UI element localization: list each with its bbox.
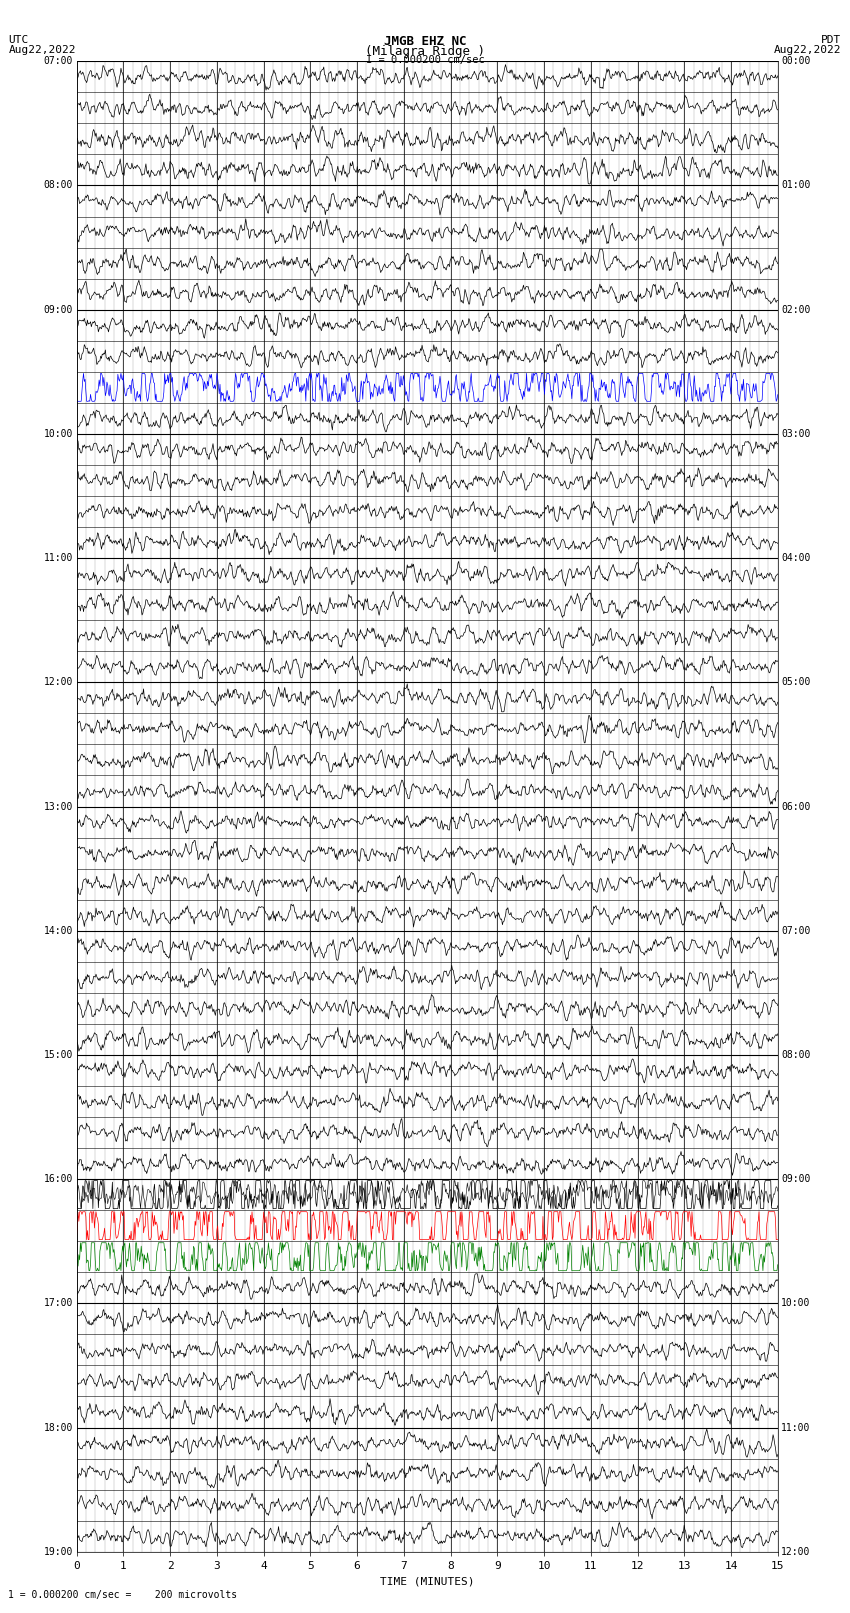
Text: 13:00: 13:00 <box>43 802 73 811</box>
Text: (Milagra Ridge ): (Milagra Ridge ) <box>365 45 485 58</box>
Text: JMGB EHZ NC: JMGB EHZ NC <box>383 35 467 48</box>
Text: 11:00: 11:00 <box>43 553 73 563</box>
Text: Aug22,2022: Aug22,2022 <box>8 45 76 55</box>
Text: 16:00: 16:00 <box>43 1174 73 1184</box>
Text: 07:00: 07:00 <box>781 926 811 936</box>
Text: 04:00: 04:00 <box>781 553 811 563</box>
X-axis label: TIME (MINUTES): TIME (MINUTES) <box>380 1576 474 1586</box>
Text: PDT: PDT <box>821 35 842 45</box>
Text: 00:00: 00:00 <box>781 56 811 66</box>
Text: 17:00: 17:00 <box>43 1298 73 1308</box>
Text: 19:00: 19:00 <box>43 1547 73 1557</box>
Text: 09:00: 09:00 <box>43 305 73 315</box>
Text: 02:00: 02:00 <box>781 305 811 315</box>
Text: 09:00: 09:00 <box>781 1174 811 1184</box>
Text: 01:00: 01:00 <box>781 181 811 190</box>
Text: 12:00: 12:00 <box>781 1547 811 1557</box>
Text: UTC: UTC <box>8 35 29 45</box>
Text: 06:00: 06:00 <box>781 802 811 811</box>
Text: 1 = 0.000200 cm/sec =    200 microvolts: 1 = 0.000200 cm/sec = 200 microvolts <box>8 1590 238 1600</box>
Text: 11:00: 11:00 <box>781 1423 811 1432</box>
Text: 18:00: 18:00 <box>43 1423 73 1432</box>
Text: 14:00: 14:00 <box>43 926 73 936</box>
Text: 12:00: 12:00 <box>43 677 73 687</box>
Text: 08:00: 08:00 <box>43 181 73 190</box>
Text: 10:00: 10:00 <box>781 1298 811 1308</box>
Text: Aug22,2022: Aug22,2022 <box>774 45 842 55</box>
Text: I = 0.000200 cm/sec: I = 0.000200 cm/sec <box>366 55 484 65</box>
Text: 08:00: 08:00 <box>781 1050 811 1060</box>
Text: 07:00: 07:00 <box>43 56 73 66</box>
Text: 10:00: 10:00 <box>43 429 73 439</box>
Text: 03:00: 03:00 <box>781 429 811 439</box>
Text: 15:00: 15:00 <box>43 1050 73 1060</box>
Text: 05:00: 05:00 <box>781 677 811 687</box>
